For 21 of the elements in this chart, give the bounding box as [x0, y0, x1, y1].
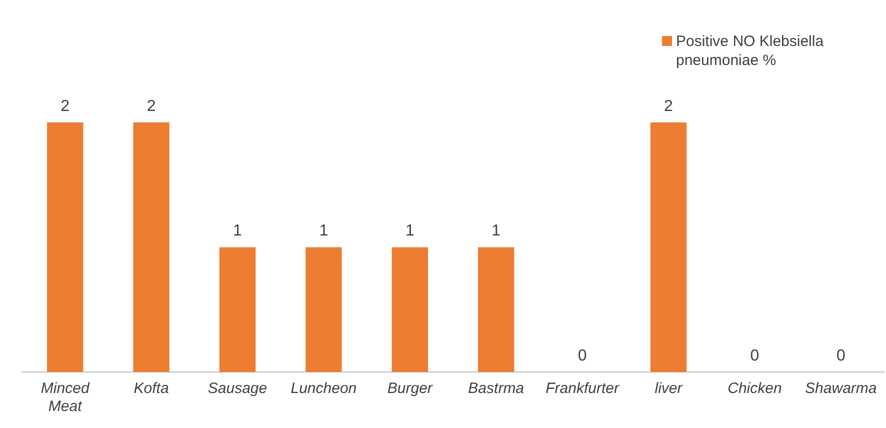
- x-tick-label: Kofta: [134, 380, 169, 398]
- data-label: 0: [578, 347, 587, 364]
- x-tick-label: Bastrma: [468, 380, 524, 398]
- x-tick-label: Chicken: [728, 380, 782, 398]
- x-tick-label: Minced Meat: [40, 380, 90, 416]
- data-label: 2: [146, 98, 156, 115]
- data-label: 0: [836, 347, 846, 364]
- data-label: 2: [60, 98, 70, 115]
- data-label: 1: [405, 222, 414, 240]
- data-label: 0: [750, 347, 760, 364]
- x-tick-label: Burger: [387, 380, 434, 398]
- legend-label: Positive NO Klebsiella pneumoniae %: [676, 32, 825, 70]
- x-tick-label: liver: [654, 380, 684, 398]
- data-label: 1: [319, 222, 328, 240]
- x-tick-label: Sausage: [208, 380, 268, 398]
- x-tick-label: Shawarma: [805, 380, 877, 398]
- data-label: 1: [233, 222, 242, 240]
- x-tick-label: Frankfurter: [546, 380, 620, 398]
- x-tick-label: Luncheon: [290, 380, 357, 398]
- data-label: 1: [492, 222, 501, 240]
- data-label: 2: [664, 98, 674, 115]
